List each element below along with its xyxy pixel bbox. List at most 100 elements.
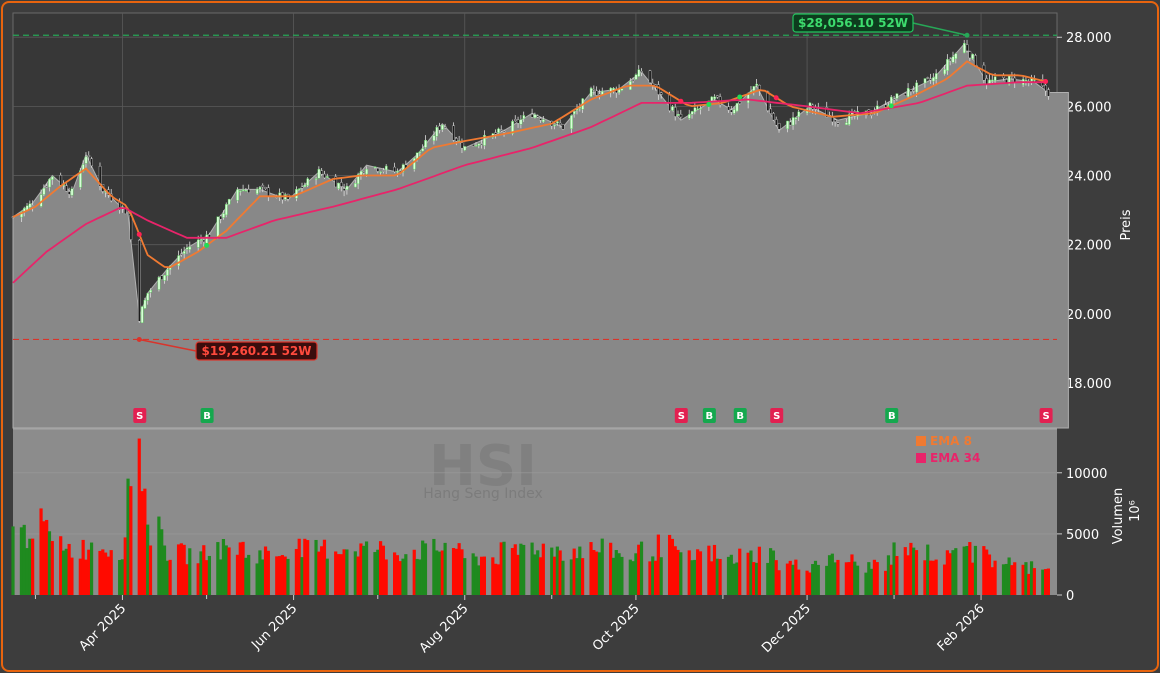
volume-tick-label: 5000 [1066, 528, 1099, 543]
volume-bar [968, 542, 972, 595]
volume-bar [928, 560, 933, 595]
volume-bar [266, 550, 270, 595]
volume-bar [182, 544, 186, 595]
low-label-text: $19,260.21 52W [201, 344, 311, 358]
signal-marker [1039, 408, 1053, 423]
volume-bar [263, 546, 268, 595]
volume-bar [401, 558, 405, 595]
volume-bar [303, 538, 307, 595]
volume-bar [162, 545, 167, 595]
candle-body [519, 119, 523, 125]
price-tick-label: 24.000 [1066, 170, 1112, 185]
candle-body [48, 178, 51, 188]
volume-bar [912, 547, 916, 595]
candle-body [298, 188, 301, 190]
volume-bar [679, 552, 683, 595]
volume-bar [710, 561, 714, 595]
price-tick-label: 18.000 [1066, 377, 1112, 392]
volume-bar [376, 549, 380, 595]
x-axis: Apr 2025 Jun 2025 Aug 2025 Oct 2025 Dec 2025… [34, 595, 988, 656]
hsi-chart: 18.00020.00022.00024.00026.00028.000fore… [11, 12, 1143, 656]
candle-body [140, 306, 144, 323]
candle-body [716, 95, 719, 98]
candle-body [247, 189, 251, 193]
volume-bar [404, 554, 408, 595]
volume-bar [895, 556, 899, 595]
legend-label: EMA 34 [930, 451, 980, 465]
candle-body [28, 203, 32, 208]
volume-bar [395, 555, 400, 595]
candle-body [738, 101, 742, 105]
candle-body [797, 111, 801, 117]
date-tick-label: Feb 2026 [935, 601, 988, 654]
volume-bar [22, 524, 26, 595]
candle-body [196, 239, 200, 248]
candle-body [205, 234, 209, 244]
volume-bar [148, 545, 153, 595]
volume-bar [715, 558, 719, 595]
volume-bar [474, 556, 478, 595]
low-label-box [195, 341, 318, 361]
candle-body [948, 58, 952, 61]
candle-body [306, 178, 310, 186]
volume-bar [746, 552, 750, 595]
volume-bar [1024, 562, 1028, 595]
candle-body [314, 178, 318, 180]
volume-bar [850, 554, 854, 595]
candle-body [530, 114, 534, 118]
volume-bar [572, 548, 576, 595]
volume-bar [353, 551, 357, 595]
volume-bar [651, 556, 655, 595]
candle-body [59, 175, 63, 186]
volume-bar [561, 560, 565, 595]
volume-bar [872, 559, 877, 595]
high-label-box [792, 13, 914, 33]
volume-bar [948, 553, 952, 595]
volume-bar [833, 562, 837, 595]
crossover-dot [678, 98, 684, 104]
candle-body [362, 172, 366, 174]
candle-body [676, 114, 680, 116]
candle-body [833, 119, 837, 122]
candle-body [300, 186, 304, 189]
volume-bar [791, 564, 795, 595]
volume-axis-label: Volumen [1111, 488, 1126, 545]
candle-body [954, 53, 958, 59]
candle-body [323, 173, 326, 179]
volume-bar [519, 543, 523, 595]
candle-body [934, 73, 938, 80]
signal-marker-label: S [678, 411, 685, 422]
candle-body [533, 114, 537, 118]
candle-body [258, 187, 262, 190]
candle-body [648, 70, 652, 84]
volume-bar [648, 561, 652, 595]
volume-bar [718, 558, 722, 595]
candle-body [775, 119, 778, 126]
volume-bar [435, 550, 439, 595]
volume-bar [129, 486, 133, 595]
volume-bar [1001, 564, 1006, 595]
candle-body [45, 185, 49, 188]
volume-bar [359, 543, 363, 595]
candle-body [129, 214, 133, 240]
volume-bar [336, 554, 341, 595]
volume-bar [659, 557, 663, 595]
candle-body [752, 86, 756, 91]
volume-bar [101, 549, 105, 595]
date-tick-label: Dec 2025 [759, 601, 814, 656]
volume-bar [844, 562, 848, 595]
candle-body [163, 274, 166, 281]
volume-bar [103, 552, 108, 595]
volume-bar [698, 551, 703, 595]
volume-bar [460, 549, 464, 595]
volume-bar [729, 554, 733, 595]
volume-bar [482, 556, 486, 595]
candle-body [455, 138, 458, 142]
volume-bar [241, 541, 245, 595]
candle-body [634, 74, 638, 80]
candle-body [556, 121, 559, 124]
volume-bar [931, 560, 935, 595]
volume-bar [830, 553, 834, 595]
volume-bar [339, 554, 343, 595]
volume-bar [496, 564, 501, 595]
